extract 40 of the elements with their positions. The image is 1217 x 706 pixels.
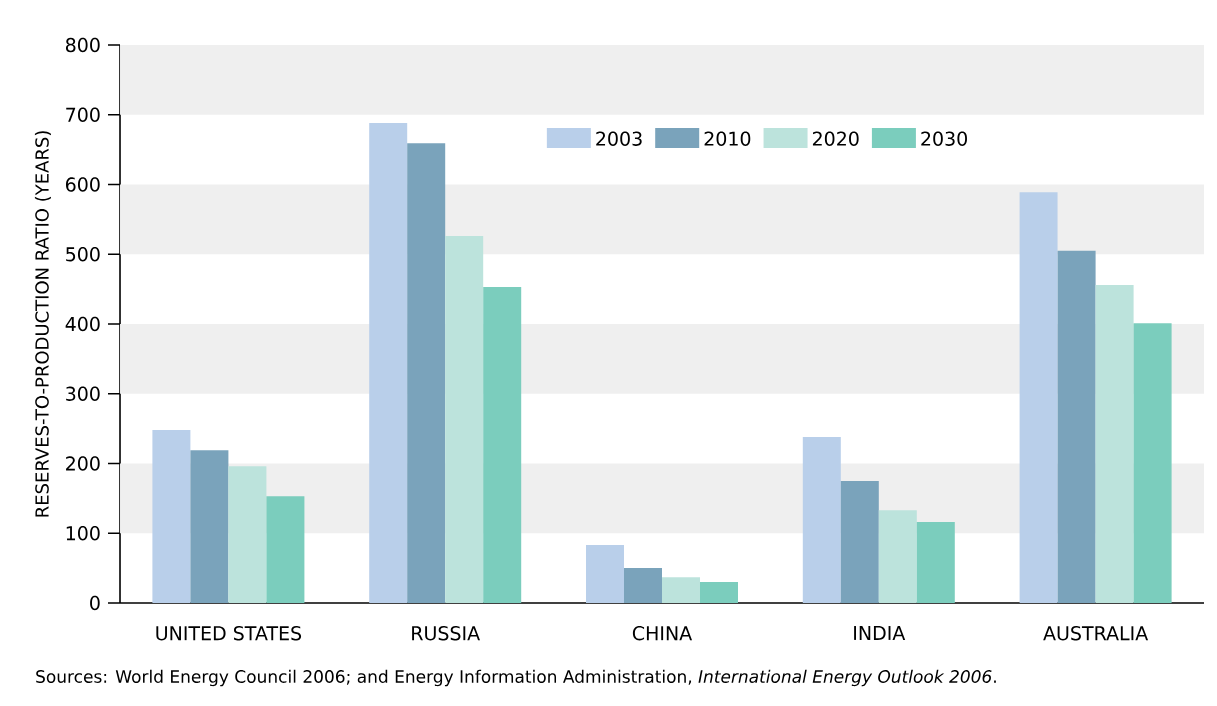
bar — [700, 582, 738, 603]
legend-label: 2003 — [596, 131, 642, 146]
y-tick-label: 500 — [66, 247, 100, 262]
bar — [624, 568, 662, 603]
y-tick-label: 100 — [66, 526, 100, 541]
y-tick-label: 200 — [66, 456, 100, 471]
y-tick-label: 700 — [66, 107, 100, 122]
x-tick-label: RUSSIA — [412, 626, 480, 641]
bar — [1133, 323, 1172, 603]
x-tick-label: UNITED STATES — [156, 626, 302, 641]
bar — [152, 430, 191, 603]
y-tick-label: 400 — [65, 316, 100, 332]
source-note: Sources: World Energy Council 2006; and Energy Information Administration, International Energy Outlook 2006. — [36, 669, 996, 687]
y-tick-label: 800 — [65, 37, 100, 53]
bar — [445, 236, 484, 603]
bar — [228, 466, 267, 603]
bar — [1019, 192, 1058, 603]
y-tick-label: 300 — [66, 386, 100, 401]
bar — [369, 123, 408, 603]
bar — [586, 545, 624, 603]
legend-label: 2030 — [921, 131, 967, 146]
y-tick-label: 600 — [65, 177, 100, 192]
bar — [1057, 250, 1096, 603]
bar — [190, 450, 229, 603]
bar — [840, 480, 879, 603]
bar — [802, 436, 841, 603]
y-tick-label: 0 — [90, 595, 100, 611]
x-tick-label: AUSTRALIA — [1043, 626, 1149, 641]
bar — [662, 577, 700, 603]
x-tick-label: CHINA — [632, 626, 693, 641]
x-tick-label: INDIA — [854, 626, 906, 640]
legend-label: 2020 — [812, 131, 859, 146]
bar — [878, 510, 917, 603]
legend-label: 2010 — [704, 131, 751, 146]
bar — [407, 143, 446, 603]
bar — [1095, 284, 1134, 603]
bar — [916, 522, 955, 603]
bar — [483, 287, 522, 603]
y-axis-title: RESERVES-TO-PRODUCTION RATIO (YEARS) — [34, 131, 51, 517]
bar — [266, 496, 305, 603]
